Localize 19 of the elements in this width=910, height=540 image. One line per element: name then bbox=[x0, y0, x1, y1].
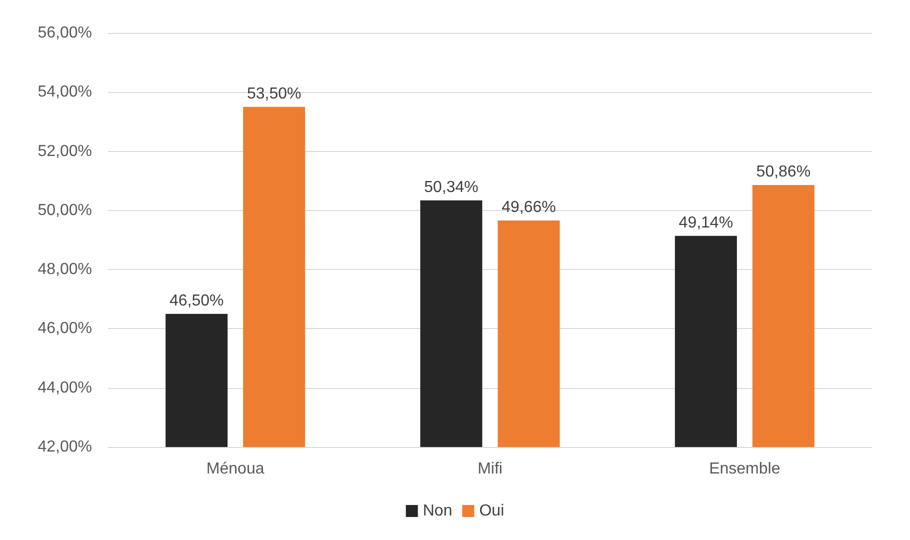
data-label: 46,50% bbox=[169, 292, 224, 310]
y-tick-label: 46,00% bbox=[38, 320, 92, 338]
y-tick-label: 54,00% bbox=[38, 84, 92, 101]
data-label: 50,34% bbox=[424, 178, 478, 196]
legend-label: Oui bbox=[479, 502, 504, 520]
data-label: 49,14% bbox=[678, 214, 734, 232]
data-label: 50,86% bbox=[756, 163, 811, 180]
y-tick-label: 50,00% bbox=[38, 202, 92, 219]
x-tick-label: Mifi bbox=[478, 460, 502, 478]
y-tick-label: 44,00% bbox=[38, 379, 92, 396]
data-label: 49,66% bbox=[502, 198, 556, 216]
y-tick-label: 56,00% bbox=[38, 24, 92, 42]
x-tick-label: Ensemble bbox=[709, 460, 780, 478]
y-tick-label: 48,00% bbox=[38, 261, 92, 278]
data-label: 53,50% bbox=[246, 85, 302, 102]
y-tick-label: 52,00% bbox=[38, 142, 92, 160]
y-tick-label: 42,00% bbox=[38, 438, 92, 456]
legend-label: Non bbox=[422, 502, 452, 520]
x-tick-label: Ménoua bbox=[206, 460, 264, 478]
